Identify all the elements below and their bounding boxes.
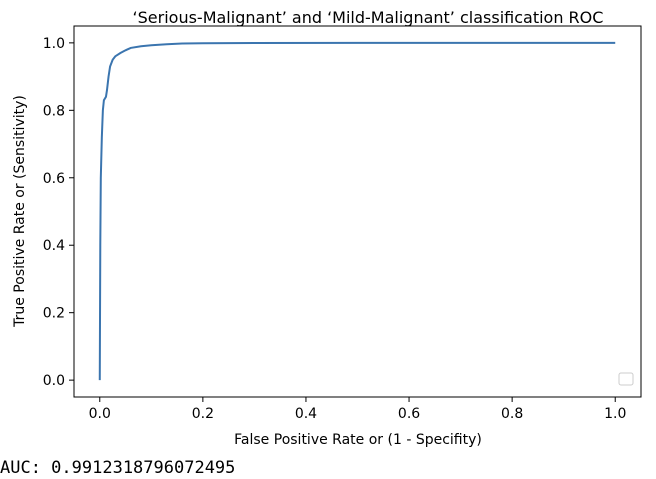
y-axis-ticks: 0.0 0.2 0.4 0.6 0.8 1.0 bbox=[43, 36, 74, 389]
x-tick-label: 0.2 bbox=[192, 406, 214, 422]
y-tick-label: 0.8 bbox=[43, 103, 65, 119]
x-tick-label: 0.6 bbox=[398, 406, 420, 422]
y-tick-label: 0.2 bbox=[43, 306, 65, 322]
x-tick-label: 1.0 bbox=[604, 406, 626, 422]
x-axis-label: False Positive Rate or (1 - Specifity) bbox=[234, 432, 482, 448]
x-axis-ticks: 0.0 0.2 0.4 0.6 0.8 1.0 bbox=[89, 397, 626, 422]
y-tick-label: 0.0 bbox=[43, 373, 65, 389]
x-tick-label: 0.8 bbox=[501, 406, 523, 422]
legend-box bbox=[618, 372, 634, 386]
plot-area bbox=[73, 25, 642, 398]
x-tick-label: 0.0 bbox=[89, 406, 111, 422]
y-tick-label: 0.6 bbox=[43, 171, 65, 187]
y-tick-label: 1.0 bbox=[43, 36, 65, 52]
chart-title: ‘Serious-Malignant’ and ‘Mild-Malignant’… bbox=[133, 8, 604, 27]
x-tick-label: 0.4 bbox=[295, 406, 317, 422]
roc-curve-line bbox=[98, 41, 616, 381]
y-tick-label: 0.4 bbox=[43, 238, 65, 254]
y-axis-label: True Positive Rate or (Sensitivity) bbox=[12, 95, 28, 328]
auc-output: AUC: 0.9912318796072495 bbox=[0, 458, 236, 478]
